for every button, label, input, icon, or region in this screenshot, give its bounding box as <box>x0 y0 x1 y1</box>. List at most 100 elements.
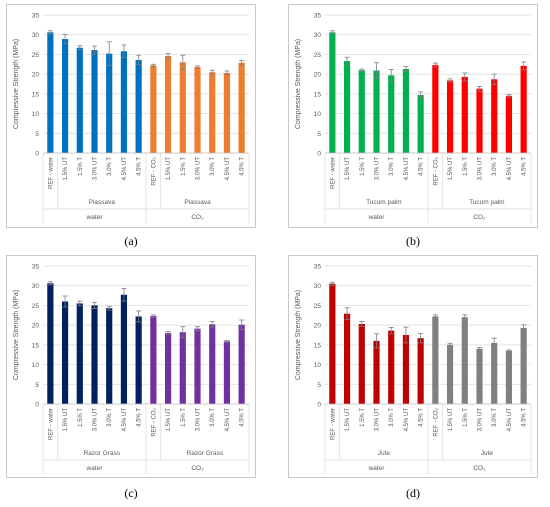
bar <box>209 324 216 404</box>
x-tick-label: 3.0% T <box>492 408 498 427</box>
x-tick-label: 4.5% UT <box>507 408 513 432</box>
supergroup-label: water <box>368 214 386 221</box>
y-tick-label: 15 <box>32 342 40 349</box>
bar <box>120 294 128 404</box>
x-tick-label: 4.5% T <box>137 408 143 427</box>
x-tick-label: 1.5% T <box>181 408 187 427</box>
x-tick-label: 1.5% T <box>463 157 469 176</box>
chart-svg-c: 0 5 10 15 20 25 30 35 Compressive Strength (MPa)… <box>13 264 250 474</box>
y-tick-label: 5 <box>35 131 39 138</box>
x-tick-label: 4.5% UT <box>225 408 231 432</box>
y-tick-label: 35 <box>32 264 40 271</box>
x-tick-label: 3.0% T <box>210 157 216 176</box>
bar <box>461 76 468 153</box>
bar <box>223 341 231 404</box>
x-tick-label: 4.5% T <box>522 408 528 427</box>
y-tick-label: 35 <box>314 13 322 20</box>
bar <box>461 317 468 404</box>
y-tick-label: 25 <box>314 303 322 310</box>
bar <box>223 72 231 153</box>
bar <box>179 332 186 404</box>
y-tick-label: 35 <box>32 13 40 20</box>
y-tick-label: 20 <box>314 72 322 79</box>
bar <box>520 327 527 404</box>
bar <box>150 65 157 153</box>
y-tick-label: 15 <box>314 342 322 349</box>
bar <box>194 328 201 404</box>
bar <box>209 72 216 153</box>
group-label: Piassava <box>184 199 211 206</box>
x-tick-label: REF - water <box>330 408 336 440</box>
group-label: Jute <box>378 450 391 457</box>
bar <box>135 316 142 404</box>
y-tick-label: 5 <box>317 131 321 138</box>
x-tick-label: 3.0% UT <box>196 408 202 432</box>
x-tick-label: 1.5% T <box>181 157 187 176</box>
bar <box>329 283 336 404</box>
bar <box>505 350 513 404</box>
x-tick-label: REF - CO₂ <box>151 407 157 436</box>
y-tick-label: 30 <box>32 283 40 290</box>
bar <box>91 305 98 404</box>
group-label: Razor Grass <box>187 450 224 457</box>
bar <box>373 70 380 153</box>
group-label: Jute <box>481 450 494 457</box>
x-tick-label: 1.5% UT <box>63 157 69 181</box>
x-tick-label: 4.5% T <box>240 157 246 176</box>
supergroup-label: CO₂ <box>191 214 204 221</box>
group-label: Piassava <box>89 199 116 206</box>
y-tick-label: 30 <box>314 283 322 290</box>
bar <box>358 70 365 153</box>
y-axis-label: Compressive Strength (MPa) <box>295 39 302 129</box>
supergroup-label: CO₂ <box>191 465 204 472</box>
x-tick-label: REF - water <box>48 157 54 189</box>
x-tick-label: 1.5% T <box>360 157 366 176</box>
y-tick-label: 25 <box>32 52 40 59</box>
x-tick-label: 3.0% T <box>210 408 216 427</box>
x-tick-label: 4.5% T <box>137 157 143 176</box>
x-tick-label: 3.0% UT <box>478 157 484 181</box>
x-tick-label: 1.5% UT <box>345 157 351 181</box>
x-tick-label: 3.0% T <box>389 408 395 427</box>
x-tick-label: 1.5% T <box>360 408 366 427</box>
y-tick-label: 25 <box>314 52 322 59</box>
supergroup-label: water <box>368 465 386 472</box>
bar <box>388 75 395 153</box>
y-tick-label: 0 <box>317 151 321 158</box>
y-tick-label: 0 <box>317 402 321 409</box>
caption-d: (d) <box>406 486 420 500</box>
bar <box>238 62 245 153</box>
x-tick-label: 3.0% T <box>107 157 113 176</box>
bar <box>164 56 172 153</box>
x-tick-label: 1.5% UT <box>166 157 172 181</box>
y-tick-label: 0 <box>35 151 39 158</box>
x-tick-label: 3.0% UT <box>93 408 99 432</box>
x-tick-label: 4.5% UT <box>225 157 231 181</box>
y-tick-label: 15 <box>32 91 40 98</box>
bar <box>47 32 54 153</box>
supergroup-label: CO₂ <box>473 214 486 221</box>
bar <box>505 95 513 153</box>
supergroup-label: CO₂ <box>473 465 486 472</box>
bar <box>179 62 186 153</box>
x-tick-label: REF - water <box>330 157 336 189</box>
bar <box>432 316 439 404</box>
bar <box>76 303 83 404</box>
caption-b: (b) <box>406 234 420 248</box>
x-tick-label: 1.5% UT <box>448 157 454 181</box>
bar <box>388 330 395 404</box>
y-tick-label: 10 <box>32 111 40 118</box>
x-tick-label: 4.5% UT <box>404 408 410 432</box>
x-tick-label: REF - CO₂ <box>151 156 157 185</box>
bar <box>194 67 201 153</box>
y-tick-label: 5 <box>35 382 39 389</box>
x-tick-label: REF - CO₂ <box>433 407 439 436</box>
bar <box>520 65 527 153</box>
x-tick-label: REF - water <box>48 408 54 440</box>
y-tick-label: 0 <box>35 402 39 409</box>
bar <box>91 50 98 153</box>
y-tick-label: 25 <box>32 303 40 310</box>
caption-a: (a) <box>124 234 138 248</box>
caption-c: (c) <box>124 486 138 500</box>
x-tick-label: 1.5% T <box>463 408 469 427</box>
